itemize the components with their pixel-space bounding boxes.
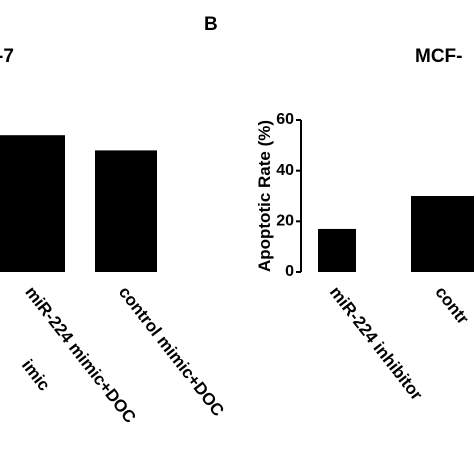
x-tick-label: control mimic+DOC [115,283,228,420]
x-tick-label: imic [18,356,54,395]
y-tick-label: 60 [276,111,294,128]
y-tick-label: 40 [276,162,294,179]
bar [0,135,65,272]
bar [411,196,474,272]
chart-title: -7 [0,46,14,67]
x-tick-label: miR-224 inhibitor [326,283,427,404]
chart-title: MCF- [415,46,462,67]
x-tick-label: miR-224 mimic+DOC [21,283,139,427]
y-axis-label: Apoptotic Rate (%) [255,120,274,272]
panel-label: B [204,14,218,35]
bar [318,228,356,272]
y-tick-label: 0 [285,263,294,280]
y-tick-label: 20 [276,213,294,230]
x-tick-label: contr [431,283,472,328]
bar [95,150,157,272]
